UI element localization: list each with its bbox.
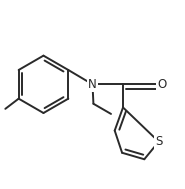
Text: S: S bbox=[155, 135, 162, 148]
Text: N: N bbox=[88, 78, 97, 91]
Text: O: O bbox=[157, 78, 166, 91]
